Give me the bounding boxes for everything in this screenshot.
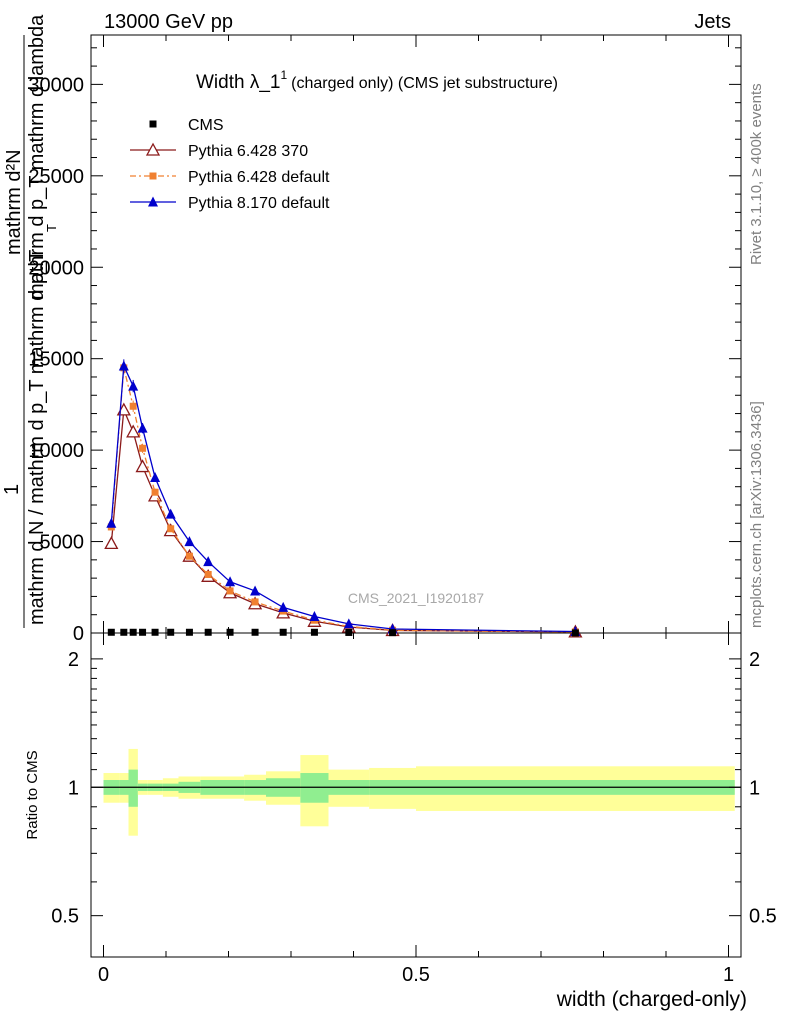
data-point bbox=[118, 360, 129, 371]
series-layer bbox=[104, 359, 583, 638]
ylabel-sub: T bbox=[44, 224, 59, 232]
series-line bbox=[110, 409, 576, 633]
ylabel-line3: 1 bbox=[1, 484, 23, 495]
data-point bbox=[203, 556, 214, 567]
ylabel-line4: mathrm d N / mathrm d p_T mathrm d p_T bbox=[26, 250, 48, 625]
y-tick-label: 10000 bbox=[28, 440, 84, 462]
data-point bbox=[107, 628, 115, 636]
data-point bbox=[151, 488, 159, 496]
data-point bbox=[104, 536, 119, 550]
data-point bbox=[128, 380, 139, 391]
rivet-label: Rivet 3.1.10, ≥ 400k events bbox=[748, 83, 765, 265]
ylabel-line1: mathrm d²N bbox=[3, 149, 25, 255]
data-point bbox=[126, 424, 141, 438]
data-point bbox=[184, 536, 195, 547]
ylabel-line2: mathrm d p_T mathrm d lambda bbox=[26, 14, 48, 300]
data-point bbox=[185, 552, 193, 560]
analysis-watermark: CMS_2021_I1920187 bbox=[348, 590, 484, 606]
x-tick-label: 1 bbox=[723, 964, 734, 986]
y-tick-label: 15000 bbox=[28, 349, 84, 371]
plot-title: Width λ_11 (charged only) (CMS jet substr… bbox=[196, 68, 558, 93]
legend-entry: Pythia 6.428 default bbox=[130, 169, 330, 186]
data-point bbox=[139, 628, 147, 636]
legend-label: Pythia 6.428 default bbox=[188, 169, 330, 186]
series-pythia-6-428-370 bbox=[104, 402, 583, 638]
plot-title-tail: (charged only) (CMS jet substructure) bbox=[291, 75, 558, 92]
legend-label: Pythia 6.428 370 bbox=[188, 143, 308, 160]
axis-ticks: 0 0.5 1 0 5000 10000 15000 20000 25000 30000 0.5 0.… bbox=[28, 35, 777, 986]
ratio-ylabel: Ratio to CMS bbox=[24, 750, 41, 839]
x-axis-label: width (charged-only) bbox=[556, 988, 747, 1011]
series-cms bbox=[107, 628, 579, 637]
data-point bbox=[345, 628, 353, 636]
ratio-tick-label-left: 0.5 bbox=[51, 906, 79, 928]
plot-title-sup: 1 bbox=[280, 68, 287, 82]
data-point bbox=[226, 587, 234, 595]
data-point bbox=[137, 422, 148, 433]
y-tick-label: 30000 bbox=[28, 74, 84, 96]
legend-label: Pythia 8.170 default bbox=[188, 195, 330, 212]
data-point bbox=[226, 628, 234, 636]
y-tick-label: 0 bbox=[73, 623, 84, 645]
data-point bbox=[120, 628, 128, 636]
data-point bbox=[139, 444, 147, 452]
legend: CMS Pythia 6.428 370 Pythia 6.428 default P… bbox=[130, 117, 330, 212]
data-point bbox=[343, 618, 354, 629]
legend-marker bbox=[145, 142, 161, 156]
series-pythia-8-170-default bbox=[106, 359, 581, 637]
ratio-tick-label-left: 1 bbox=[68, 777, 79, 799]
x-tick-label: 0.5 bbox=[402, 964, 430, 986]
data-point bbox=[389, 629, 397, 637]
legend-entry: Pythia 6.428 370 bbox=[130, 142, 308, 160]
x-tick-label: 0 bbox=[98, 964, 109, 986]
legend-marker bbox=[149, 172, 157, 180]
legend-marker bbox=[148, 196, 158, 207]
data-point bbox=[165, 508, 176, 519]
data-point bbox=[135, 459, 150, 473]
data-point bbox=[151, 628, 159, 636]
series-line bbox=[110, 363, 576, 633]
data-point bbox=[204, 570, 212, 578]
data-point bbox=[251, 598, 259, 606]
data-point bbox=[129, 628, 137, 636]
ratio-tick-label-left: 2 bbox=[68, 649, 79, 671]
mcplots-label: mcplots.cern.ch [arXiv:1306.3436] bbox=[748, 401, 765, 628]
data-point bbox=[106, 517, 117, 528]
data-point bbox=[167, 525, 175, 533]
header-energy: 13000 GeV pp bbox=[104, 11, 233, 33]
legend-marker bbox=[149, 120, 157, 128]
data-point bbox=[129, 402, 137, 410]
data-point bbox=[250, 585, 261, 596]
data-point bbox=[167, 628, 175, 636]
ratio-tick-label-right: 1 bbox=[749, 777, 760, 799]
data-point bbox=[278, 601, 289, 612]
legend-entry: CMS bbox=[149, 117, 224, 134]
data-point bbox=[279, 628, 287, 636]
y-tick-label: 20000 bbox=[28, 257, 84, 279]
y-tick-label: 25000 bbox=[28, 166, 84, 188]
ratio-tick-label-right: 2 bbox=[749, 649, 760, 671]
plot-title-main: Width λ_1 bbox=[196, 72, 280, 93]
legend-entry: Pythia 8.170 default bbox=[130, 195, 330, 212]
data-point bbox=[225, 576, 236, 587]
data-point bbox=[204, 628, 212, 636]
data-point bbox=[309, 611, 320, 622]
ratio-band-inner bbox=[128, 769, 138, 807]
y-axis-label: mathrm d²N mathrm d p_T mathrm d lambda … bbox=[1, 14, 59, 628]
data-point bbox=[185, 628, 193, 636]
ratio-tick-label-right: 0.5 bbox=[749, 906, 777, 928]
data-point bbox=[310, 628, 318, 636]
legend-label: CMS bbox=[188, 117, 224, 134]
series-line bbox=[110, 367, 576, 633]
y-tick-label: 5000 bbox=[40, 532, 85, 554]
header-category: Jets bbox=[694, 11, 731, 33]
data-point bbox=[251, 628, 259, 636]
series-pythia-6-428-default bbox=[107, 361, 579, 636]
data-point bbox=[571, 629, 579, 637]
data-point bbox=[150, 472, 161, 483]
ratio-uncertainty-band bbox=[103, 748, 735, 836]
